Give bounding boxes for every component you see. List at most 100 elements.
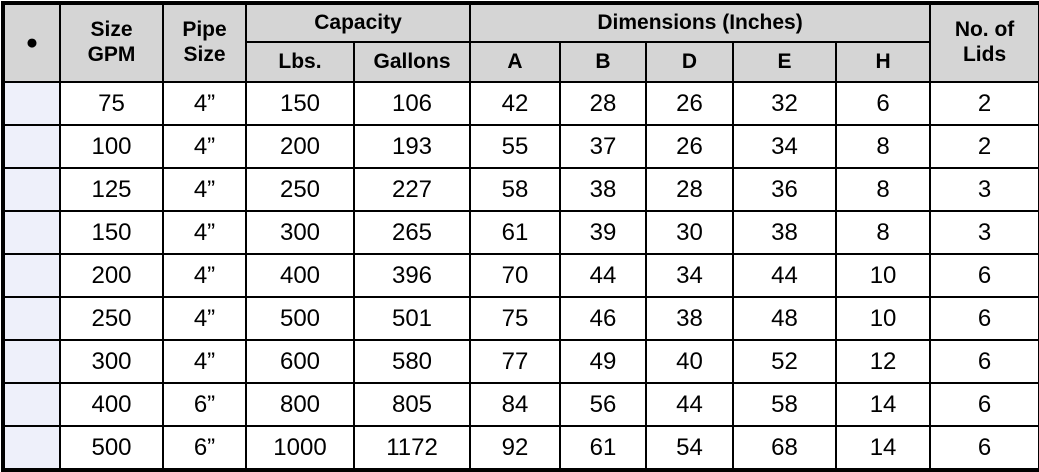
- cell-dim-b: 61: [559, 425, 648, 471]
- table-row: 200 4” 400 396 70 44 34 44 10 6: [2, 253, 1039, 298]
- row-marker-cell: [2, 425, 61, 471]
- col-header-no-of-lids: No. of Lids: [929, 2, 1039, 83]
- cell-lids: 3: [929, 167, 1039, 212]
- cell-pipe-size: 4”: [162, 253, 247, 298]
- cell-gallons: 227: [352, 167, 472, 212]
- cell-pipe-size: 4”: [162, 167, 247, 212]
- row-marker-cell: [2, 296, 61, 341]
- cell-pipe-size: 4”: [162, 81, 247, 126]
- marker-header-cell: ●: [2, 2, 61, 83]
- cell-size-gpm: 200: [59, 253, 164, 298]
- header-row-top: ● Size GPM Pipe Size Capacity Dimensions…: [2, 2, 1039, 83]
- cell-dim-d: 54: [645, 425, 735, 471]
- cell-dim-b: 39: [559, 210, 648, 255]
- table-header: ● Size GPM Pipe Size Capacity Dimensions…: [2, 2, 1039, 83]
- cell-size-gpm: 300: [59, 339, 164, 384]
- col-header-dim-a: A: [469, 41, 562, 83]
- cell-gallons: 106: [352, 81, 472, 126]
- cell-dim-b: 49: [559, 339, 648, 384]
- table-body: 75 4” 150 106 42 28 26 32 6 2 100 4” 200…: [2, 81, 1039, 471]
- table-row: 75 4” 150 106 42 28 26 32 6 2: [2, 81, 1039, 126]
- col-header-gallons: Gallons: [352, 41, 472, 83]
- cell-dim-d: 38: [645, 296, 735, 341]
- cell-gallons: 396: [352, 253, 472, 298]
- row-marker-cell: [2, 81, 61, 126]
- size-label-line1: Size: [90, 18, 133, 42]
- table-row: 300 4” 600 580 77 49 40 52 12 6: [2, 339, 1039, 384]
- lids-label-line2: Lids: [962, 43, 1007, 66]
- col-header-lbs: Lbs.: [245, 41, 355, 83]
- cell-gallons: 265: [352, 210, 472, 255]
- cell-dim-h: 10: [835, 253, 932, 298]
- cell-lbs: 400: [245, 253, 355, 298]
- cell-dim-e: 68: [732, 425, 838, 471]
- pipe-label-line1: Pipe: [182, 18, 227, 42]
- cell-dim-a: 77: [469, 339, 562, 384]
- cell-gallons: 580: [352, 339, 472, 384]
- row-marker-cell: [2, 124, 61, 169]
- cell-dim-a: 84: [469, 382, 562, 427]
- cell-pipe-size: 4”: [162, 124, 247, 169]
- cell-dim-a: 75: [469, 296, 562, 341]
- cell-dim-b: 28: [559, 81, 648, 126]
- header-row-sub: Lbs. Gallons A B D E H: [3, 41, 1039, 83]
- cell-pipe-size: 4”: [162, 339, 247, 384]
- cell-dim-e: 36: [732, 167, 838, 212]
- cell-lbs: 250: [245, 167, 355, 212]
- cell-dim-h: 14: [835, 425, 932, 471]
- cell-lids: 3: [929, 210, 1039, 255]
- cell-dim-d: 34: [645, 253, 735, 298]
- cell-dim-e: 58: [732, 382, 838, 427]
- cell-dim-d: 30: [645, 210, 735, 255]
- cell-dim-e: 52: [732, 339, 838, 384]
- cell-lids: 6: [929, 296, 1039, 341]
- cell-dim-d: 44: [645, 382, 735, 427]
- cell-lbs: 600: [245, 339, 355, 384]
- cell-dim-d: 26: [645, 81, 735, 126]
- cell-size-gpm: 100: [59, 124, 164, 169]
- cell-pipe-size: 6”: [162, 382, 247, 427]
- cell-lbs: 1000: [245, 425, 355, 471]
- cell-pipe-size: 4”: [162, 210, 247, 255]
- col-header-dim-e: E: [732, 41, 838, 83]
- cell-dim-h: 8: [835, 124, 932, 169]
- row-marker-cell: [2, 253, 61, 298]
- cell-lids: 6: [929, 339, 1039, 384]
- cell-gallons: 805: [352, 382, 472, 427]
- cell-size-gpm: 150: [59, 210, 164, 255]
- cell-dim-d: 40: [645, 339, 735, 384]
- table-row: 400 6” 800 805 84 56 44 58 14 6: [2, 382, 1039, 427]
- cell-dim-a: 70: [469, 253, 562, 298]
- cell-size-gpm: 250: [59, 296, 164, 341]
- cell-gallons: 1172: [352, 425, 472, 471]
- table-row: 100 4” 200 193 55 37 26 34 8 2: [2, 124, 1039, 169]
- cell-lbs: 500: [245, 296, 355, 341]
- cell-lbs: 150: [245, 81, 355, 126]
- cell-dim-e: 34: [732, 124, 838, 169]
- col-header-dim-b: B: [559, 41, 648, 83]
- cell-size-gpm: 75: [59, 81, 164, 126]
- cell-dim-a: 55: [469, 124, 562, 169]
- bullet-icon: ●: [25, 30, 39, 54]
- row-marker-cell: [2, 167, 61, 212]
- pipe-label-line2: Size: [183, 43, 226, 66]
- cell-dim-h: 8: [835, 167, 932, 212]
- cell-dim-e: 48: [732, 296, 838, 341]
- cell-pipe-size: 4”: [162, 296, 247, 341]
- cell-size-gpm: 500: [59, 425, 164, 471]
- col-header-dim-h: H: [835, 41, 932, 83]
- cell-dim-b: 44: [559, 253, 648, 298]
- cell-pipe-size: 6”: [162, 425, 247, 471]
- cell-size-gpm: 125: [59, 167, 164, 212]
- cell-dim-a: 61: [469, 210, 562, 255]
- row-marker-cell: [2, 210, 61, 255]
- size-label-line2: GPM: [87, 43, 136, 66]
- table-row: 125 4” 250 227 58 38 28 36 8 3: [2, 167, 1039, 212]
- cell-dim-h: 6: [835, 81, 932, 126]
- col-header-pipe-size: Pipe Size: [162, 2, 247, 83]
- cell-dim-e: 32: [732, 81, 838, 126]
- cell-lbs: 300: [245, 210, 355, 255]
- lids-label-line1: No. of: [954, 18, 1015, 42]
- cell-dim-d: 28: [645, 167, 735, 212]
